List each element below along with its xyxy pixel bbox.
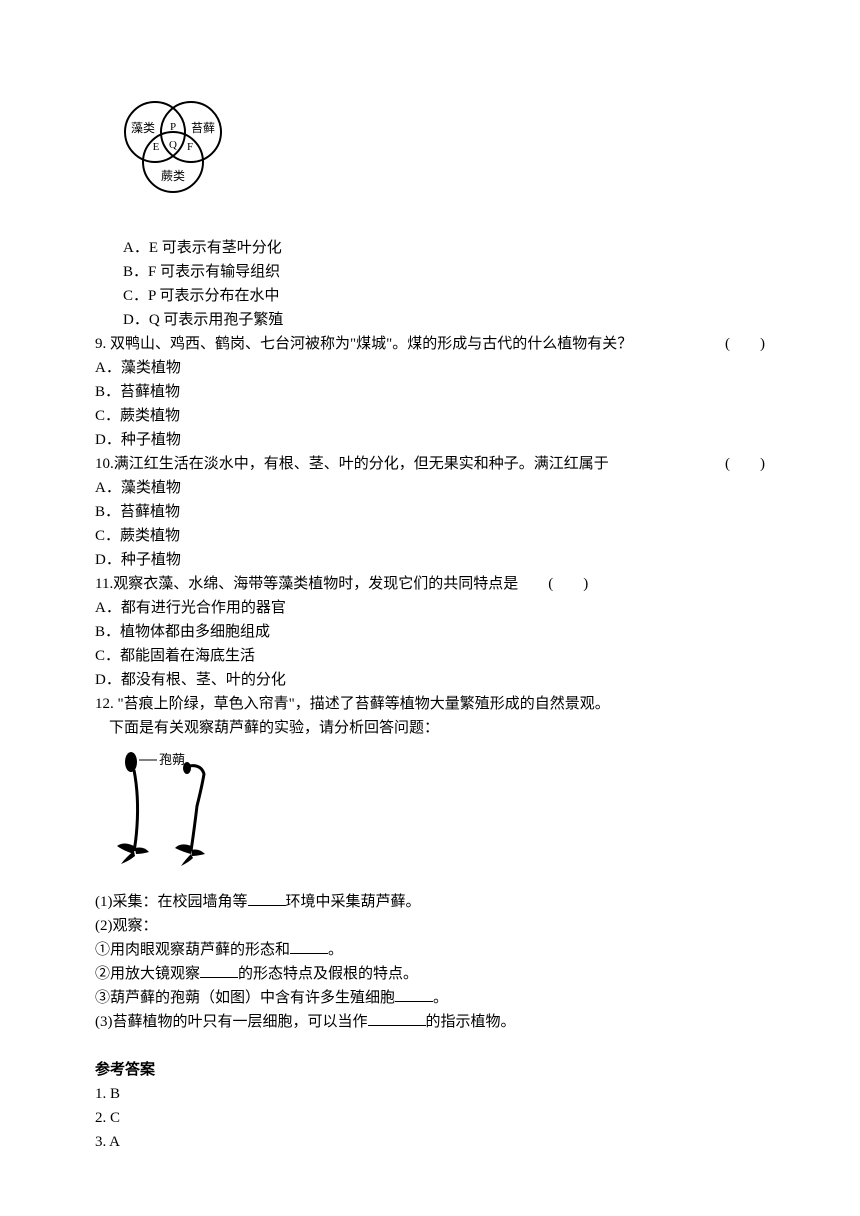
venn-label-top-left: 藻类 [131, 121, 155, 135]
q12-sub1-a: (1)采集：在校园墙角等 [95, 894, 248, 910]
venn-diagram: 藻类 苔藓 蕨类 P E Q F [103, 90, 765, 228]
q11-option-b: B．植物体都由多细胞组成 [95, 620, 765, 644]
answers-heading: 参考答案 [95, 1058, 765, 1082]
q8-option-d: D．Q 可表示用孢子繁殖 [95, 308, 765, 332]
q12-stem2: 下面是有关观察葫芦藓的实验，请分析回答问题： [95, 716, 765, 740]
venn-label-bottom: 蕨类 [161, 169, 185, 183]
q12-sub2-2b: 的形态特点及假根的特点。 [238, 966, 418, 982]
moss-svg: 孢蒴 [109, 746, 229, 876]
q12-sub1: (1)采集：在校园墙角等 环境中采集葫芦藓。 [95, 890, 765, 914]
q9-paren: ( ) [725, 332, 765, 356]
q9-option-b: B．苔藓植物 [95, 380, 765, 404]
venn-region-p: P [170, 121, 176, 133]
q9-option-c: C．蕨类植物 [95, 404, 765, 428]
q9-stem-text: 9. 双鸭山、鸡西、鹤岗、七台河被称为"煤城"。煤的形成与古代的什么植物有关？ [95, 336, 632, 352]
q11-stem: 11.观察衣藻、水绵、海带等藻类植物时，发现它们的共同特点是 ( ) [95, 572, 765, 596]
q12-sub2-2: ②用放大镜观察 的形态特点及假根的特点。 [95, 962, 765, 986]
q11-option-c: C．都能固着在海底生活 [95, 644, 765, 668]
blank-field[interactable] [290, 939, 328, 954]
answer-2: 2. C [95, 1106, 765, 1130]
q10-paren: ( ) [725, 452, 765, 476]
q8-option-a: A．E 可表示有茎叶分化 [95, 236, 765, 260]
venn-label-top-right: 苔藓 [191, 121, 215, 135]
q11-option-d: D．都没有根、茎、叶的分化 [95, 668, 765, 692]
blank-field[interactable] [200, 963, 238, 978]
answer-3: 3. A [95, 1130, 765, 1154]
q9-option-d: D．种子植物 [95, 428, 765, 452]
q12-sub2-2a: ②用放大镜观察 [95, 966, 200, 982]
q10-option-b: B．苔藓植物 [95, 500, 765, 524]
q12-sub2: (2)观察： [95, 914, 765, 938]
q12-sub2-1: ①用肉眼观察葫芦藓的形态和 。 [95, 938, 765, 962]
q10-stem: 10.满江红生活在淡水中，有根、茎、叶的分化，但无果实和种子。满江红属于 ( ) [95, 452, 765, 476]
q12-sub2-3a: ③葫芦藓的孢蒴（如图）中含有许多生殖细胞 [95, 990, 395, 1006]
venn-region-e: E [153, 141, 160, 153]
venn-region-f: F [187, 141, 193, 153]
q12-sub2-1a: ①用肉眼观察葫芦藓的形态和 [95, 942, 290, 958]
venn-region-q: Q [169, 139, 177, 151]
q10-stem-text: 10.满江红生活在淡水中，有根、茎、叶的分化，但无果实和种子。满江红属于 [95, 456, 609, 472]
q8-option-c: C．P 可表示分布在水中 [95, 284, 765, 308]
answer-1: 1. B [95, 1082, 765, 1106]
q8-option-b: B．F 可表示有输导组织 [95, 260, 765, 284]
q9-option-a: A．藻类植物 [95, 356, 765, 380]
q12-sub3-b: 的指示植物。 [426, 1014, 516, 1030]
moss-capsule-label: 孢蒴 [159, 752, 185, 767]
q9-stem: 9. 双鸭山、鸡西、鹤岗、七台河被称为"煤城"。煤的形成与古代的什么植物有关？ … [95, 332, 765, 356]
q12-sub3: (3)苔藓植物的叶只有一层细胞，可以当作 的指示植物。 [95, 1010, 765, 1034]
blank-field[interactable] [248, 891, 286, 906]
q11-option-a: A．都有进行光合作用的器官 [95, 596, 765, 620]
q10-option-a: A．藻类植物 [95, 476, 765, 500]
q12-sub1-b: 环境中采集葫芦藓。 [286, 894, 421, 910]
blank-field[interactable] [395, 987, 433, 1002]
q12-sub2-3: ③葫芦藓的孢蒴（如图）中含有许多生殖细胞 。 [95, 986, 765, 1010]
q12-sub2-1b: 。 [328, 942, 343, 958]
moss-figure: 孢蒴 [109, 746, 765, 884]
q10-option-c: C．蕨类植物 [95, 524, 765, 548]
blank-field[interactable] [368, 1011, 426, 1026]
q12-stem1: 12. "苔痕上阶绿，草色入帘青"，描述了苔藓等植物大量繁殖形成的自然景观。 [95, 692, 765, 716]
venn-svg: 藻类 苔藓 蕨类 P E Q F [103, 90, 243, 220]
q10-option-d: D．种子植物 [95, 548, 765, 572]
q12-sub3-a: (3)苔藓植物的叶只有一层细胞，可以当作 [95, 1014, 368, 1030]
q12-sub2-3b: 。 [433, 990, 448, 1006]
